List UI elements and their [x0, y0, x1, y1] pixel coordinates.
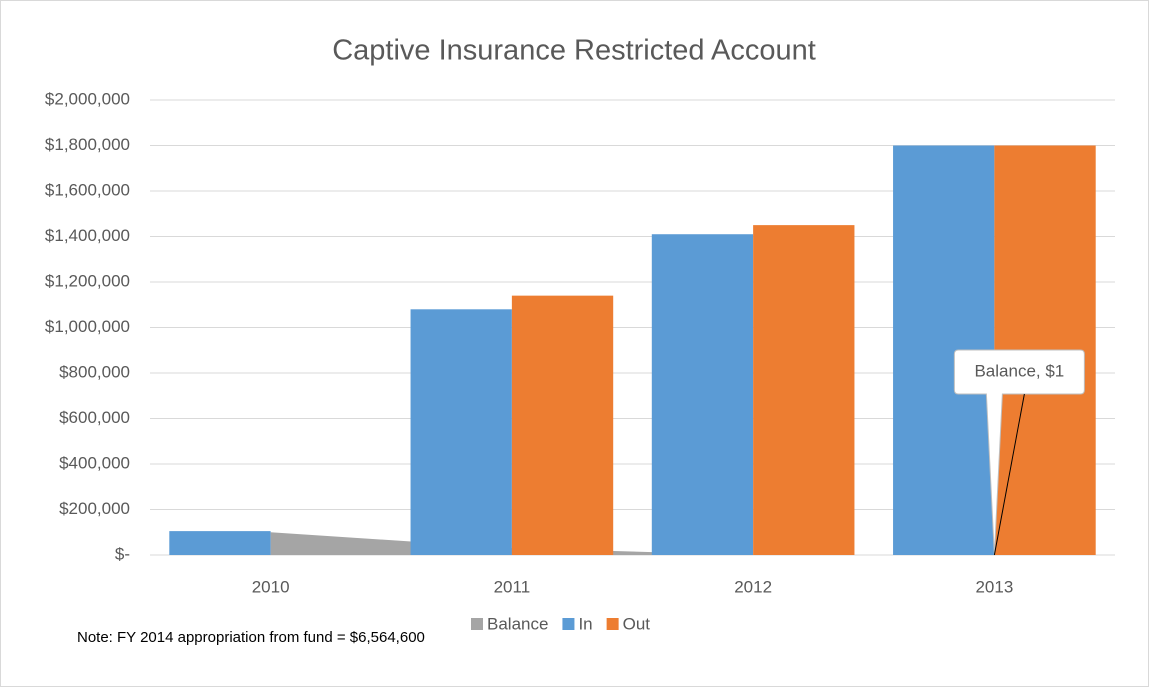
- legend-swatch: [471, 618, 483, 630]
- legend-label: Out: [623, 614, 651, 633]
- legend-swatch: [606, 618, 619, 630]
- data-label: Balance, $1: [974, 361, 1064, 380]
- y-tick-label: $1,800,000: [45, 135, 130, 154]
- x-tick-label: 2012: [734, 577, 772, 596]
- y-tick-label: $200,000: [59, 499, 130, 518]
- leader-line: [993, 393, 1025, 556]
- x-tick-label: 2011: [494, 577, 531, 596]
- y-tick-label: $1,600,000: [45, 180, 130, 199]
- y-tick-label: $1,000,000: [45, 317, 130, 336]
- y-tick-label: $400,000: [59, 453, 130, 472]
- bar: [410, 309, 512, 555]
- note: Note: FY 2014 appropriation from fund = …: [77, 629, 425, 646]
- legend-swatch: [562, 618, 575, 630]
- y-tick-label: $600,000: [59, 408, 130, 427]
- callout: [953, 349, 1085, 556]
- y-tick-label: $-: [115, 544, 130, 563]
- legend-label: Balance: [487, 614, 548, 633]
- bar: [753, 225, 855, 555]
- y-tick-label: $1,200,000: [45, 271, 130, 290]
- x-tick-label: 2013: [975, 577, 1013, 596]
- bar: [651, 234, 754, 555]
- y-tick-label: $1,400,000: [45, 226, 130, 245]
- legend-label: In: [578, 614, 592, 633]
- x-tick-label: 2010: [252, 577, 290, 596]
- y-tick-label: $800,000: [59, 362, 130, 381]
- y-tick-label: $2,000,000: [45, 89, 130, 108]
- bar: [169, 531, 271, 555]
- chart-title: Captive Insurance Restricted Account: [332, 35, 816, 67]
- bar: [511, 295, 614, 555]
